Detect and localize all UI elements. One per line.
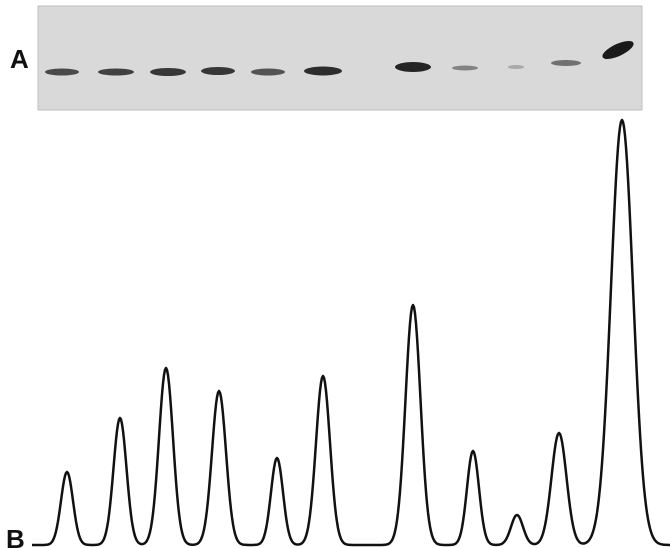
densitometry-trace [32,120,670,545]
page: A B (() => { const data = JSON.parse(doc… [0,0,670,548]
band [551,60,581,66]
band [150,68,186,76]
band [508,65,524,69]
band [304,67,342,76]
panel-label: B [6,524,25,548]
band [251,69,285,76]
figure: A B [0,0,670,548]
band [98,69,134,76]
blot [38,6,642,110]
panel-label: A [10,44,29,74]
band [452,66,478,71]
band [45,69,79,76]
band [395,62,431,72]
band [201,67,235,75]
